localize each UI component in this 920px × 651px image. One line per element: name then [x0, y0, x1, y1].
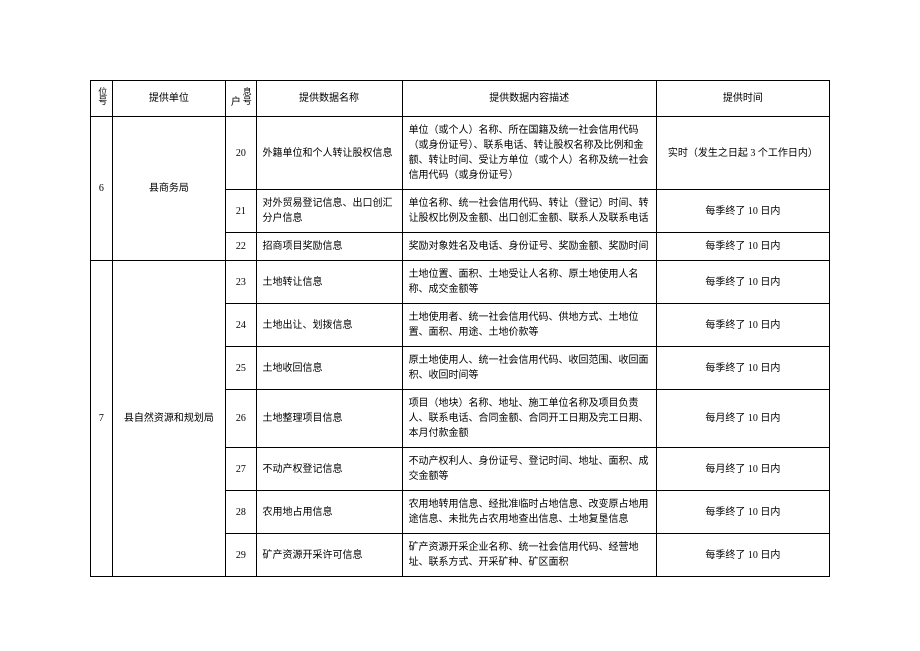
- header-unit: 提供单位: [112, 81, 226, 117]
- header-time: 提供时间: [656, 81, 829, 117]
- cell-unit: 县商务局: [112, 117, 226, 261]
- cell-dataname: 土地出让、划拨信息: [256, 304, 402, 347]
- cell-infono: 22: [226, 233, 256, 261]
- cell-dataname: 不动产权登记信息: [256, 448, 402, 491]
- header-row: 位号 提供单位 户息号 提供数据名称 提供数据内容描述 提供时间: [91, 81, 830, 117]
- cell-time: 每季终了 10 日内: [656, 190, 829, 233]
- header-dataname: 提供数据名称: [256, 81, 402, 117]
- cell-desc: 农用地转用信息、经批准临时占地信息、改变原占地用途信息、未批先占农用地查出信息、…: [402, 491, 656, 534]
- cell-time: 每季终了 10 日内: [656, 233, 829, 261]
- cell-infono: 26: [226, 390, 256, 448]
- cell-time: 每季终了 10 日内: [656, 261, 829, 304]
- cell-dataname: 农用地占用信息: [256, 491, 402, 534]
- cell-time: 每季终了 10 日内: [656, 304, 829, 347]
- cell-dataname: 对外贸易登记信息、出口创汇分户信息: [256, 190, 402, 233]
- header-unitno: 位号: [91, 81, 113, 117]
- cell-infono: 23: [226, 261, 256, 304]
- cell-unitno: 6: [91, 117, 113, 261]
- cell-desc: 单位（或个人）名称、所在国籍及统一社会信用代码（或身份证号）、联系电话、转让股权…: [402, 117, 656, 190]
- cell-time: 每月终了 10 日内: [656, 390, 829, 448]
- cell-unit: 县自然资源和规划局: [112, 261, 226, 577]
- cell-dataname: 招商项目奖励信息: [256, 233, 402, 261]
- data-provision-table: 位号 提供单位 户息号 提供数据名称 提供数据内容描述 提供时间 6 县商务局 …: [90, 80, 830, 577]
- cell-desc: 项目（地块）名称、地址、施工单位名称及项目负责人、联系电话、合同金额、合同开工日…: [402, 390, 656, 448]
- cell-dataname: 土地收回信息: [256, 347, 402, 390]
- cell-dataname: 矿产资源开采许可信息: [256, 534, 402, 577]
- cell-infono: 27: [226, 448, 256, 491]
- cell-desc: 土地位置、面积、土地受让人名称、原土地使用人名称、成交金额等: [402, 261, 656, 304]
- header-infono: 户息号: [226, 81, 256, 117]
- table-body: 6 县商务局 20 外籍单位和个人转让股权信息 单位（或个人）名称、所在国籍及统…: [91, 117, 830, 577]
- cell-time: 实时（发生之日起 3 个工作日内）: [656, 117, 829, 190]
- cell-dataname: 土地转让信息: [256, 261, 402, 304]
- cell-dataname: 外籍单位和个人转让股权信息: [256, 117, 402, 190]
- cell-infono: 24: [226, 304, 256, 347]
- cell-infono: 28: [226, 491, 256, 534]
- cell-time: 每季终了 10 日内: [656, 491, 829, 534]
- cell-desc: 土地使用者、统一社会信用代码、供地方式、土地位置、面积、用途、土地价款等: [402, 304, 656, 347]
- header-desc: 提供数据内容描述: [402, 81, 656, 117]
- table-row: 6 县商务局 20 外籍单位和个人转让股权信息 单位（或个人）名称、所在国籍及统…: [91, 117, 830, 190]
- cell-desc: 原土地使用人、统一社会信用代码、收回范围、收回面积、收回时间等: [402, 347, 656, 390]
- cell-infono: 20: [226, 117, 256, 190]
- cell-desc: 奖励对象姓名及电话、身份证号、奖励金额、奖励时间: [402, 233, 656, 261]
- cell-desc: 单位名称、统一社会信用代码、转让（登记）时间、转让股权比例及金额、出口创汇金额、…: [402, 190, 656, 233]
- cell-desc: 矿产资源开采企业名称、统一社会信用代码、经营地址、联系方式、开采矿种、矿区面积: [402, 534, 656, 577]
- cell-time: 每季终了 10 日内: [656, 347, 829, 390]
- cell-infono: 29: [226, 534, 256, 577]
- table-row: 7 县自然资源和规划局 23 土地转让信息 土地位置、面积、土地受让人名称、原土…: [91, 261, 830, 304]
- cell-unitno: 7: [91, 261, 113, 577]
- cell-time: 每季终了 10 日内: [656, 534, 829, 577]
- cell-desc: 不动产权利人、身份证号、登记时间、地址、面积、成交金额等: [402, 448, 656, 491]
- cell-infono: 25: [226, 347, 256, 390]
- cell-time: 每月终了 10 日内: [656, 448, 829, 491]
- cell-infono: 21: [226, 190, 256, 233]
- cell-dataname: 土地整理项目信息: [256, 390, 402, 448]
